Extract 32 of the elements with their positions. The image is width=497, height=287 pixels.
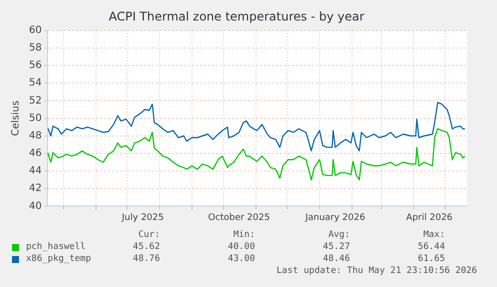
y-tick-label: 60	[28, 24, 42, 36]
y-tick-label: 58	[28, 42, 42, 54]
text: 45.27	[322, 242, 350, 252]
y-axis-title: Celsius	[10, 100, 22, 136]
legend-label: x86_pkg_temp	[26, 254, 92, 264]
y-tick-label: 42	[28, 183, 42, 194]
text: 48.76	[132, 254, 160, 264]
y-tick-label: 54	[28, 78, 42, 89]
text: Min:	[232, 230, 255, 240]
y-tick-label: 56	[28, 60, 42, 72]
text: 43.00	[226, 254, 255, 264]
y-tick-label: 44	[28, 166, 42, 177]
x-tick-label: October 2025	[208, 212, 270, 223]
y-tick-label: 40	[28, 200, 42, 212]
text: Max:	[422, 230, 445, 240]
y-tick-label: 48	[28, 130, 42, 142]
chart-title: ACPI Thermal zone temperatures - by year	[108, 9, 364, 24]
text: Last update: Thu May 21 23:10:56 2026	[276, 266, 477, 276]
text: 45.62	[132, 242, 160, 252]
text: 40.00	[226, 242, 255, 252]
text: Cur:	[137, 230, 160, 240]
text: 56.44	[416, 242, 445, 252]
x-tick-label: April 2026	[406, 212, 453, 223]
text: 48.46	[322, 254, 350, 264]
text: 61.65	[416, 254, 445, 264]
y-tick-label: 46	[28, 148, 42, 160]
legend-label: pch_haswell	[26, 242, 86, 252]
y-tick-label: 52	[28, 95, 42, 106]
x-tick-label: July 2025	[120, 212, 164, 223]
y-tick-label: 50	[28, 112, 42, 124]
x-tick-label: January 2026	[304, 212, 366, 223]
text: Avg:	[327, 230, 350, 240]
